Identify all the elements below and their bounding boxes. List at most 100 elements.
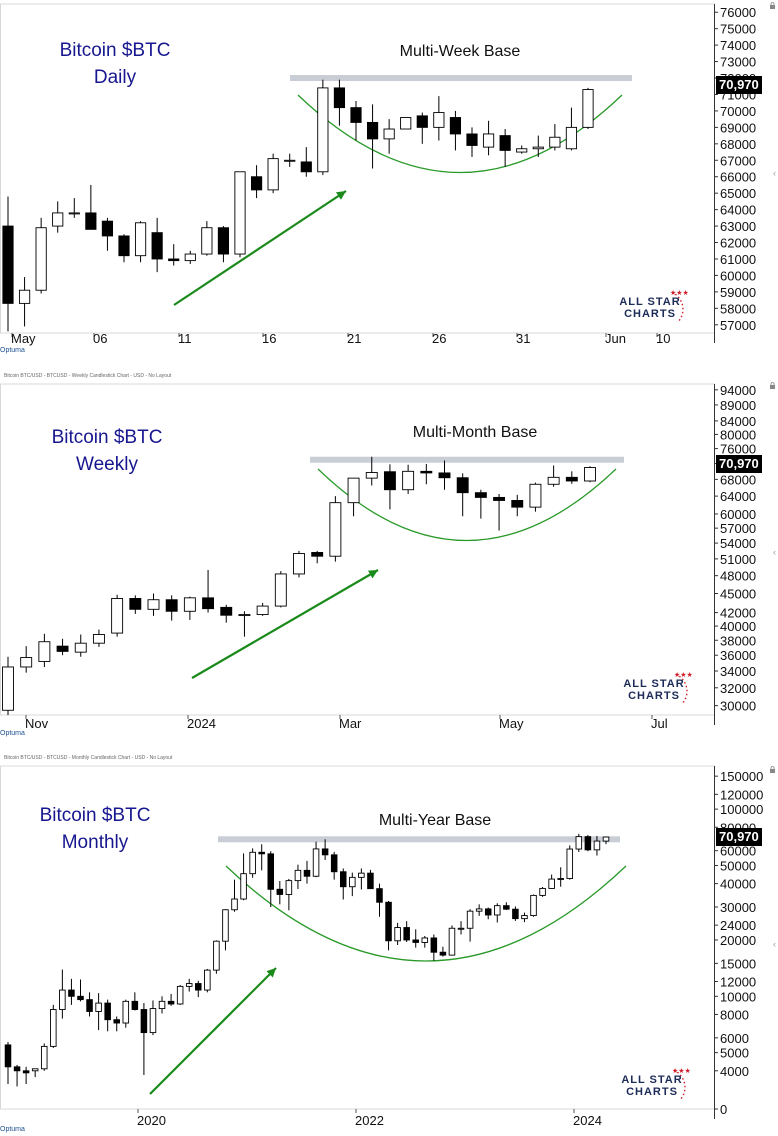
daily-lock-icon[interactable] <box>769 2 776 9</box>
candle-up <box>547 476 560 485</box>
x-tick-label: 21 <box>347 331 361 346</box>
y-tick-label: 15000 <box>720 956 756 971</box>
weekly-source-tag: Optuma <box>0 730 25 737</box>
y-tick-label: 69000 <box>720 120 756 135</box>
daily-all-star-charts-logo: ★★★ ALL STAR CHARTS <box>618 286 698 330</box>
y-tick-label: 80000 <box>720 427 756 442</box>
y-tick-label: 5000 <box>720 1046 749 1061</box>
y-tick-label: 30000 <box>720 699 756 714</box>
candle-up <box>575 836 583 850</box>
svg-text:★★★: ★★★ <box>674 671 693 679</box>
candle-down <box>420 470 433 474</box>
candle-down <box>439 951 447 956</box>
candle-up <box>147 599 160 610</box>
candle-down <box>129 598 142 610</box>
candle-up <box>466 910 474 929</box>
resistance-band <box>310 456 624 463</box>
candle-up <box>566 848 574 879</box>
daily-collapse-arrow-icon[interactable]: ‹ <box>773 168 776 178</box>
candle-down <box>4 1044 12 1068</box>
y-tick-label: 20000 <box>720 933 756 948</box>
candle-up <box>293 553 305 575</box>
candle-up <box>38 641 51 662</box>
candle-down <box>140 1009 148 1034</box>
candle-down <box>113 1019 120 1024</box>
candle-up <box>421 937 429 943</box>
candle-up <box>18 289 31 304</box>
logo-line1: ALL STAR <box>619 296 681 308</box>
weekly-chart-panel: Bitcoin BTC/USD - BTCUSD - Weekly Candle… <box>0 372 778 740</box>
x-tick-label: 26 <box>432 331 446 346</box>
y-tick-label: 58000 <box>720 301 756 316</box>
candle-up <box>457 927 465 930</box>
logo-line2: CHARTS <box>626 1086 678 1098</box>
y-tick-label: 12000 <box>720 974 756 989</box>
candle-down <box>484 908 492 916</box>
resistance-band <box>218 836 620 843</box>
x-tick-label: Jun <box>605 331 626 346</box>
logo-stars-arc-icon: ★★★ <box>674 671 693 705</box>
daily-title-line2: Daily <box>93 67 137 88</box>
weekly-title-line1: Bitcoin $BTC <box>51 427 163 448</box>
y-tick-label: 48000 <box>720 569 756 584</box>
y-tick-label: 4000 <box>720 1064 749 1079</box>
y-tick-label: 65000 <box>720 186 756 201</box>
candle-up <box>59 989 66 1010</box>
candle-down <box>350 107 362 123</box>
weekly-subtitle: Bitcoin BTC/USD - BTCUSD - Weekly Candle… <box>4 373 172 379</box>
monthly-collapse-arrow-icon[interactable]: ‹ <box>773 939 776 949</box>
candle-up <box>494 905 501 916</box>
candle-down <box>258 851 265 855</box>
monthly-lock-icon[interactable] <box>769 766 776 773</box>
candle-up <box>149 1008 157 1034</box>
candle-down <box>412 939 419 943</box>
y-tick-label: 8000 <box>720 1007 749 1022</box>
candle-down <box>101 220 114 237</box>
candle-up <box>134 222 147 257</box>
y-tick-label: 10000 <box>720 989 756 1004</box>
svg-text:★★★: ★★★ <box>672 1067 691 1075</box>
candle-down <box>321 848 329 856</box>
daily-title-line1: Bitcoin $BTC <box>59 40 171 61</box>
candle-up <box>111 598 124 634</box>
candle-down <box>474 492 487 498</box>
weekly-last-price-tag: 70,970 <box>716 455 762 473</box>
uptrend-arrow-line <box>149 967 277 1095</box>
candle-up <box>222 909 229 942</box>
weekly-lock-icon[interactable] <box>769 382 776 389</box>
candle-up <box>349 876 356 888</box>
candle-up <box>234 171 246 255</box>
candle-up <box>548 878 555 889</box>
candle-up <box>317 87 329 173</box>
candle-up <box>74 642 87 653</box>
y-tick-label: 30000 <box>720 900 756 915</box>
candle-down <box>217 227 230 255</box>
candle-up <box>213 940 220 971</box>
candle-up <box>52 212 64 227</box>
candle-up <box>158 1000 166 1010</box>
candle-up <box>176 985 184 1005</box>
candle-up <box>530 894 537 917</box>
y-tick-label: 64000 <box>720 489 756 504</box>
x-tick-label: 2022 <box>355 1113 384 1128</box>
resistance-band <box>290 75 632 82</box>
weekly-collapse-arrow-icon[interactable]: ‹ <box>773 547 776 557</box>
monthly-last-price-tag: 70,970 <box>716 828 762 846</box>
y-tick-label: 84000 <box>720 414 756 429</box>
y-tick-label: 64000 <box>720 203 756 218</box>
y-tick-label: 32000 <box>720 681 756 696</box>
candle-down <box>466 133 478 146</box>
candle-up <box>249 851 256 875</box>
candle-up <box>475 908 483 912</box>
y-tick-label: 68000 <box>720 472 756 487</box>
daily-chart-title: Bitcoin $BTC Daily <box>40 37 190 91</box>
logo-line2: CHARTS <box>624 308 676 320</box>
x-tick-label: 2024 <box>573 1113 602 1128</box>
candle-down <box>503 905 510 910</box>
candle-down <box>493 496 506 501</box>
y-tick-label: 120000 <box>720 787 763 802</box>
y-tick-label: 45000 <box>720 587 756 602</box>
monthly-base-label: Multi-Year Base <box>378 812 492 829</box>
